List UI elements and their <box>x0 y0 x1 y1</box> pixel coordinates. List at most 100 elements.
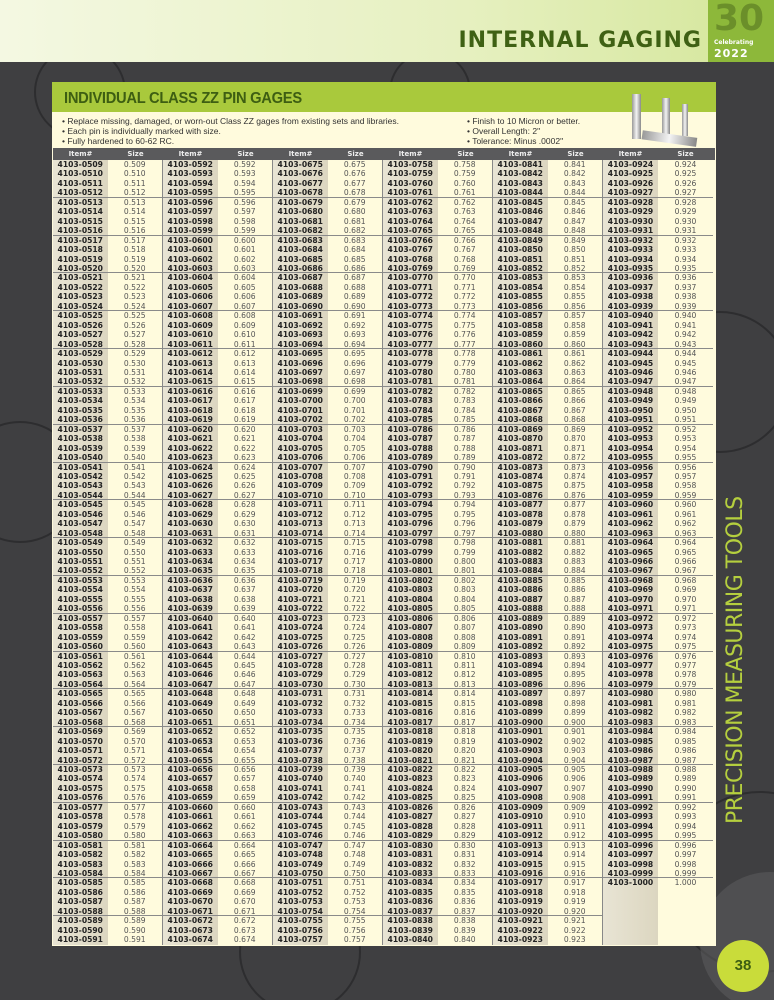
item-number: 4103-0570 <box>53 736 108 747</box>
table-row: 4103-0816 0.816 <box>383 708 492 718</box>
item-number: 4103-0575 <box>53 783 108 794</box>
table-row: 4103-0571 0.571 <box>53 746 162 756</box>
item-number: 4103-0938 <box>603 292 658 302</box>
item-number: 4103-0605 <box>163 282 218 293</box>
table-row: 4103-0946 0.946 <box>603 367 713 378</box>
sidebar-tagline: PRECISION MEASURING TOOLS <box>723 496 748 824</box>
size-value: 0.850 <box>563 245 586 255</box>
column-header: Item# <box>178 150 203 158</box>
size-value: 0.972 <box>674 613 697 623</box>
table-row: 4103-0899 0.899 <box>493 708 602 718</box>
item-number: 4103-0791 <box>383 471 438 482</box>
item-number: 4103-0904 <box>493 755 548 764</box>
item-number: 4103-0945 <box>603 358 658 368</box>
table-row: 4103-0522 0.522 <box>53 282 162 293</box>
table-row: 4103-0651 0.651 <box>163 717 272 728</box>
table-row: 4103-0951 0.951 <box>603 415 713 425</box>
size-value: 0.761 <box>453 188 476 198</box>
item-number: 4103-0637 <box>163 585 218 595</box>
size-value: 0.554 <box>123 585 146 595</box>
item-number: 4103-0589 <box>53 916 108 926</box>
item-number: 4103-0845 <box>493 197 548 208</box>
size-value: 0.528 <box>123 339 146 349</box>
item-number: 4103-0934 <box>603 254 658 264</box>
item-number: 4103-0820 <box>383 746 438 756</box>
item-number: 4103-0704 <box>273 434 328 444</box>
table-row: 4103-0938 0.938 <box>603 292 713 302</box>
size-value: 0.672 <box>233 916 256 926</box>
item-number: 4103-0640 <box>163 613 218 624</box>
table-row: 4103-0540 0.540 <box>53 453 162 463</box>
item-number: 4103-0874 <box>493 471 548 482</box>
table-row: 4103-0709 0.709 <box>273 481 382 491</box>
size-value: 0.569 <box>123 727 146 737</box>
size-value: 0.570 <box>123 736 146 746</box>
table-row: 4103-0745 0.745 <box>273 821 382 832</box>
size-value: 0.762 <box>453 197 476 207</box>
item-number: 4103-0868 <box>493 415 548 424</box>
table-row: 4103-0897 0.897 <box>493 689 602 699</box>
table-row: 4103-0827 0.827 <box>383 812 492 822</box>
table-row: 4103-0536 0.536 <box>53 415 162 425</box>
size-value: 0.857 <box>563 311 586 321</box>
size-value: 0.540 <box>123 453 146 463</box>
item-number: 4103-0651 <box>163 717 218 727</box>
item-number: 4103-0884 <box>493 566 548 575</box>
table-row: 4103-0638 0.638 <box>163 594 272 605</box>
table-row: 4103-0741 0.741 <box>273 783 382 794</box>
item-number: 4103-0526 <box>53 320 108 331</box>
item-number: 4103-0957 <box>603 471 658 482</box>
table-row: 4103-0549 0.549 <box>53 538 162 548</box>
size-value: 0.764 <box>453 216 476 226</box>
item-number: 4103-0969 <box>603 585 658 595</box>
item-number: 4103-0767 <box>383 245 438 255</box>
table-row: 4103-0778 0.778 <box>383 349 492 359</box>
item-number: 4103-0987 <box>603 755 658 764</box>
table-row: 4103-0529 0.529 <box>53 349 162 359</box>
size-value: 0.984 <box>674 727 697 737</box>
table-row: 4103-0812 0.812 <box>383 670 492 680</box>
table-row: 4103-0734 0.734 <box>273 717 382 728</box>
item-number: 4103-0932 <box>603 235 658 246</box>
size-value: 0.971 <box>674 604 697 614</box>
table-row: 4103-0526 0.526 <box>53 320 162 331</box>
item-number: 4103-0963 <box>603 528 658 538</box>
size-value: 0.968 <box>674 575 697 585</box>
item-number: 4103-0665 <box>163 850 218 860</box>
bullet: • Each pin is individually marked with s… <box>62 126 221 136</box>
size-value: 0.515 <box>123 216 146 226</box>
item-number: 4103-0917 <box>493 878 548 888</box>
item-number: 4103-0770 <box>383 273 438 283</box>
size-value: 0.810 <box>453 651 476 661</box>
size-value: 0.684 <box>343 245 366 255</box>
table-row: 4103-0643 0.643 <box>163 642 272 652</box>
table-row: 4103-0585 0.585 <box>53 878 162 888</box>
size-value: 0.836 <box>453 897 476 907</box>
item-number: 4103-0899 <box>493 708 548 718</box>
size-value: 0.824 <box>453 783 476 793</box>
size-value: 0.725 <box>343 632 366 642</box>
size-value: 0.945 <box>674 358 697 368</box>
size-value: 0.630 <box>233 519 256 529</box>
table-row: 4103-0766 0.766 <box>383 235 492 246</box>
size-value: 0.625 <box>233 471 256 481</box>
size-value: 0.886 <box>563 585 586 595</box>
table-row: 4103-0625 0.625 <box>163 471 272 482</box>
item-number: 4103-0722 <box>273 604 328 613</box>
size-value: 0.924 <box>674 160 697 169</box>
size-value: 0.920 <box>563 906 586 916</box>
item-number: 4103-0832 <box>383 859 438 869</box>
table-row: 4103-0669 0.669 <box>163 887 272 898</box>
item-number: 4103-0891 <box>493 632 548 643</box>
size-value: 0.647 <box>233 679 256 689</box>
item-number: 4103-0821 <box>383 755 438 764</box>
item-number: 4103-0900 <box>493 717 548 727</box>
size-value: 0.620 <box>233 424 256 434</box>
item-number: 4103-0758 <box>383 160 438 170</box>
table-row: 4103-0858 0.858 <box>493 320 602 331</box>
table-row: 4103-0653 0.653 <box>163 736 272 747</box>
item-number: 4103-0808 <box>383 632 438 643</box>
size-value: 0.712 <box>343 509 366 519</box>
size-value: 0.963 <box>674 528 697 538</box>
size-value: 0.887 <box>563 594 586 604</box>
